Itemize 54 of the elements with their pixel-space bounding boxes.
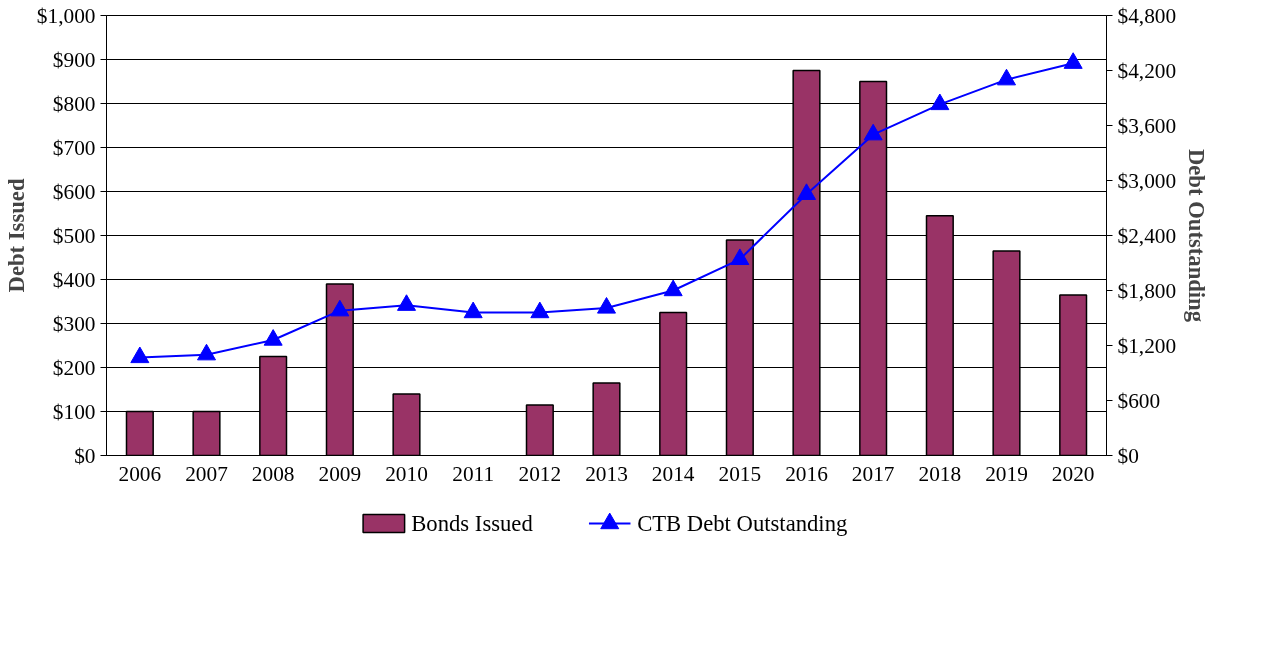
y-tick-label: $200 (52, 355, 96, 380)
y2-tick-label: $3,600 (1117, 113, 1177, 138)
x-tick-label: 2010 (385, 461, 428, 486)
x-tick-label: 2019 (985, 461, 1028, 486)
y-tick-label: $1,000 (36, 3, 96, 28)
point (397, 294, 416, 311)
x-tick-label: 2016 (785, 461, 829, 486)
y2-tick-label: $4,800 (1117, 3, 1177, 28)
x-tick-label: 2014 (651, 461, 695, 486)
y-tick-label: $300 (52, 311, 96, 336)
x-tick-label: 2018 (918, 461, 962, 486)
y-tick-label: $600 (52, 179, 96, 204)
y2-tick-label: $1,800 (1117, 278, 1177, 303)
y2-tick-label: $3,000 (1117, 168, 1177, 193)
x-tick-label: 2017 (851, 461, 895, 486)
point (263, 329, 283, 346)
y2-tick-label: $4,200 (1117, 58, 1177, 83)
y2-tick-label: $1,200 (1117, 333, 1177, 358)
point (797, 183, 816, 200)
y-tick-label: $900 (52, 47, 96, 72)
y2-tick-label: $600 (1117, 388, 1161, 413)
point (197, 343, 216, 361)
x-tick-label: 2012 (518, 461, 562, 486)
y2-tick-label: $0 (1117, 443, 1139, 468)
point (730, 248, 750, 266)
point (130, 346, 150, 364)
x-tick-label: 2008 (251, 461, 295, 486)
point (597, 297, 616, 314)
legend-label: Bonds Issued (411, 511, 534, 536)
y-tick-label: $400 (52, 267, 96, 292)
y-tick-label: $500 (52, 223, 96, 248)
point (330, 299, 350, 317)
x-tick-label: 2015 (718, 461, 762, 486)
x-tick-label: 2007 (185, 461, 229, 486)
point (1063, 52, 1083, 69)
point (530, 301, 550, 319)
point (997, 68, 1016, 86)
y-tick-label: $100 (52, 399, 96, 424)
x-tick-label: 2013 (585, 461, 628, 486)
y2-tick-label: $2,400 (1117, 223, 1177, 248)
y-tick-label: $800 (52, 91, 96, 116)
point (930, 93, 950, 111)
y-axis-title: Debt Issued (3, 178, 29, 293)
y-tick-label: $0 (74, 443, 96, 468)
y2-axis-title: Debt Outstanding (1184, 148, 1210, 323)
x-tick-label: 2011 (452, 461, 495, 486)
x-tick-label: 2006 (118, 461, 162, 486)
point (863, 123, 883, 141)
point (663, 279, 683, 297)
x-tick-label: 2020 (1051, 461, 1095, 486)
x-tick-label: 2009 (318, 461, 362, 486)
legend-label: CTB Debt Outstanding (637, 511, 848, 536)
y-tick-label: $700 (52, 135, 96, 160)
point (463, 301, 483, 319)
